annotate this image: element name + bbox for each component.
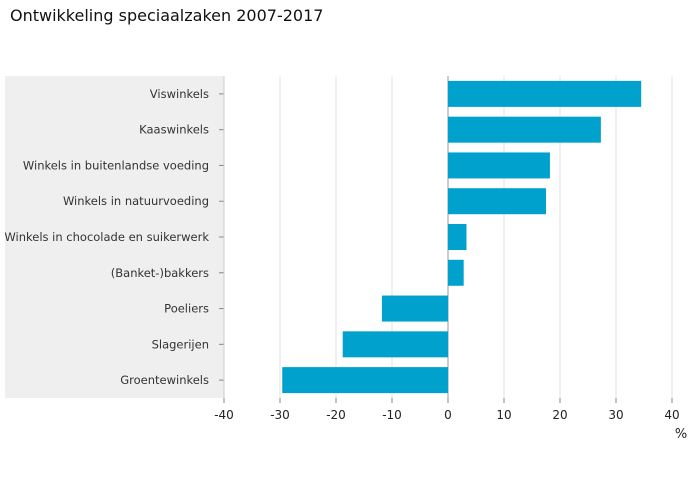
- x-tick-label: 10: [496, 408, 511, 422]
- bar: [448, 152, 550, 179]
- bar: [448, 259, 464, 286]
- category-label: Winkels in buitenlandse voeding: [23, 158, 209, 172]
- x-axis-ticks: -40 -30 -20 -10 0 10 20 30 40: [214, 398, 680, 422]
- category-label: Slagerijen: [152, 337, 209, 351]
- bar: [342, 331, 448, 358]
- category-labels: Viswinkels Kaaswinkels Winkels in buitenla…: [4, 87, 224, 387]
- category-label: Winkels in chocolade en suikerwerk: [4, 230, 209, 244]
- category-label: Viswinkels: [150, 87, 209, 101]
- category-label: (Banket-)bakkers: [111, 266, 209, 280]
- x-tick-label: -40: [214, 408, 234, 422]
- bar: [381, 295, 448, 322]
- x-tick-label: 40: [664, 408, 679, 422]
- bar: [282, 367, 448, 394]
- category-label: Poeliers: [164, 302, 209, 316]
- bar: [448, 80, 642, 107]
- bars: [282, 80, 642, 394]
- category-label: Kaaswinkels: [139, 123, 209, 137]
- category-label: Winkels in natuurvoeding: [63, 194, 209, 208]
- x-tick-label: 20: [552, 408, 567, 422]
- category-label: Groentewinkels: [120, 373, 209, 387]
- bar: [448, 188, 546, 215]
- category-label-panel: [5, 76, 224, 398]
- chart-title: Ontwikkeling speciaalzaken 2007-2017: [10, 6, 324, 25]
- x-axis-unit-label: %: [675, 427, 687, 442]
- x-tick-label: 30: [608, 408, 623, 422]
- x-tick-label: -20: [326, 408, 346, 422]
- x-tick-label: -10: [382, 408, 402, 422]
- bar: [448, 116, 601, 143]
- bar: [448, 224, 467, 250]
- x-tick-label: 0: [444, 408, 452, 422]
- x-tick-label: -30: [270, 408, 290, 422]
